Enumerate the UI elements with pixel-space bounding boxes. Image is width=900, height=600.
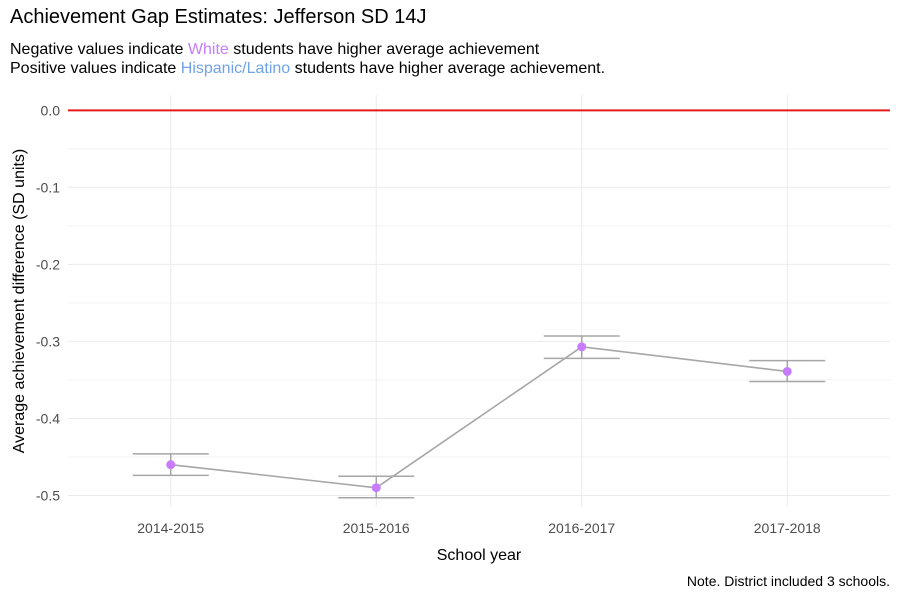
x-tick-label: 2015-2016 — [343, 520, 410, 536]
y-tick-label: -0.4 — [36, 410, 60, 426]
subtitle-white-label: White — [187, 41, 229, 58]
chart-caption: Note. District included 3 schools. — [686, 573, 890, 589]
subtitle-1-suffix: students have higher average achievement — [228, 41, 540, 58]
y-tick-label: -0.3 — [36, 333, 60, 349]
y-axis-title: Average achievement difference (SD units… — [11, 149, 28, 453]
subtitle-2-prefix: Positive values indicate — [10, 60, 181, 77]
subtitle-hispanic-label: Hispanic/Latino — [180, 60, 291, 77]
subtitle-line-2: Positive values indicate Hispanic/Latino… — [10, 59, 605, 78]
y-tick-label: -0.5 — [36, 487, 60, 503]
y-tick-label: -0.2 — [36, 256, 60, 272]
chart-title: Achievement Gap Estimates: Jefferson SD … — [10, 6, 427, 28]
subtitle-1-prefix: Negative values indicate — [10, 41, 188, 58]
data-point — [782, 366, 792, 376]
data-point — [371, 483, 381, 493]
data-point — [577, 342, 587, 352]
x-tick-label: 2016-2017 — [548, 520, 615, 536]
x-axis-title: School year — [437, 547, 522, 564]
y-tick-label: -0.1 — [36, 179, 60, 195]
axis-layer: 0.0 -0.1 -0.2 -0.3 -0.4 -0.5 2014-2015 2015-201… — [36, 102, 821, 536]
series-layer — [132, 335, 826, 499]
subtitle-2-suffix: students have higher average achievement… — [290, 60, 606, 77]
x-tick-label: 2017-2018 — [754, 520, 821, 536]
data-point — [166, 460, 176, 470]
x-tick-label: 2014-2015 — [137, 520, 204, 536]
grid — [68, 95, 890, 507]
subtitle-line-1: Negative values indicate White students … — [10, 40, 539, 59]
series-line — [170, 345, 788, 489]
y-tick-label: 0.0 — [41, 102, 61, 118]
